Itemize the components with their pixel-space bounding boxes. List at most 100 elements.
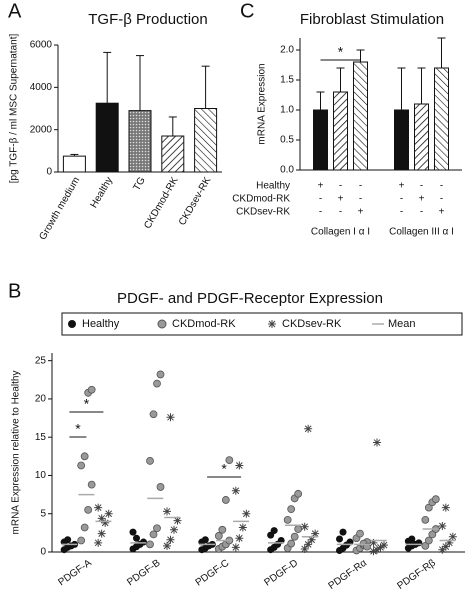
point: [304, 540, 313, 549]
legend-label: CKDmod-RK: [172, 318, 236, 330]
point: [336, 535, 343, 543]
point: [270, 527, 278, 535]
point: [201, 536, 209, 544]
point: [153, 524, 161, 533]
point: [97, 514, 106, 523]
x-tick-label: PDGF-C: [194, 558, 232, 589]
point: [445, 538, 454, 547]
bar: [95, 102, 119, 173]
point: [97, 529, 106, 538]
point: [153, 379, 161, 388]
point: [133, 534, 140, 542]
point: [170, 525, 178, 534]
legend-marker: [268, 320, 276, 328]
bar: [313, 109, 328, 171]
y-axis-label: [pg TGF-β / ml MSC Supernatant]: [9, 34, 20, 184]
y-tick-label: 0.0: [280, 165, 294, 176]
bar: [62, 155, 86, 173]
point: [218, 525, 227, 534]
point: [84, 506, 93, 514]
design-mark: +: [358, 207, 364, 218]
y-tick-label: 0: [40, 547, 46, 558]
point: [166, 535, 175, 544]
point: [149, 410, 158, 419]
x-tick-label: TG: [131, 175, 148, 193]
design-row-label: CKDsev-RK: [236, 207, 290, 218]
point: [441, 542, 450, 551]
bar: [194, 108, 218, 173]
point: [166, 413, 175, 422]
bar: [353, 61, 368, 171]
point: [87, 480, 96, 489]
x-tick-label: CKDsev-RK: [177, 175, 214, 227]
point: [304, 424, 313, 433]
y-tick-label: 0: [46, 167, 52, 178]
design-mark: -: [400, 207, 403, 218]
point: [448, 532, 457, 541]
x-tick-label: PDGF-A: [56, 557, 94, 588]
significance-label: *: [221, 461, 227, 477]
point: [163, 541, 171, 550]
point: [421, 515, 430, 524]
design-mark: +: [318, 181, 324, 192]
design-mark: -: [440, 181, 443, 192]
point: [94, 503, 103, 512]
y-tick-label: 1.0: [280, 105, 294, 116]
point: [300, 544, 309, 553]
point: [231, 543, 240, 552]
bar: [161, 135, 185, 173]
point: [77, 536, 86, 545]
point: [87, 385, 96, 394]
design-mark: -: [420, 207, 423, 218]
point: [438, 545, 447, 554]
point: [380, 541, 388, 550]
point: [287, 505, 296, 514]
point: [80, 523, 89, 532]
point: [424, 503, 433, 512]
y-tick-label: 20: [35, 394, 47, 405]
point: [294, 489, 303, 498]
point: [339, 528, 347, 536]
y-tick-label: 5: [40, 508, 46, 519]
y-axis-label: mRNA Expression: [257, 63, 268, 144]
point: [421, 541, 430, 550]
y-tick-label: 6000: [30, 40, 53, 51]
legend-marker: [157, 319, 167, 329]
design-mark: -: [319, 194, 322, 205]
point: [235, 534, 244, 543]
panel-label: A: [8, 0, 22, 22]
point: [64, 536, 72, 544]
point: [373, 438, 381, 447]
point: [242, 509, 251, 518]
point: [94, 538, 103, 547]
bar: [414, 103, 429, 171]
x-tick-label: Growth medium: [37, 175, 82, 242]
point: [163, 507, 171, 516]
y-tick-label: 10: [35, 470, 47, 481]
point: [104, 509, 113, 518]
point: [80, 452, 89, 461]
point: [156, 370, 165, 379]
point: [173, 516, 182, 525]
point: [373, 545, 381, 554]
y-tick-label: 1.5: [280, 75, 294, 86]
point: [283, 515, 292, 524]
point: [311, 529, 320, 538]
legend-label: CKDsev-RK: [282, 318, 342, 330]
x-tick-label: PDGF-Rβ: [395, 557, 438, 591]
y-tick-label: 4000: [30, 82, 53, 93]
significance-label: *: [75, 421, 81, 437]
x-tick-label: CKDmod-RK: [142, 175, 181, 231]
design-mark: -: [440, 194, 443, 205]
design-mark: +: [419, 194, 425, 205]
point: [235, 461, 244, 470]
legend-marker: [68, 320, 76, 328]
point: [441, 503, 450, 512]
point: [307, 535, 316, 544]
y-tick-label: 25: [35, 355, 47, 366]
point: [424, 536, 433, 545]
design-mark: +: [439, 207, 445, 218]
design-mark: -: [339, 181, 342, 192]
point: [369, 538, 378, 547]
